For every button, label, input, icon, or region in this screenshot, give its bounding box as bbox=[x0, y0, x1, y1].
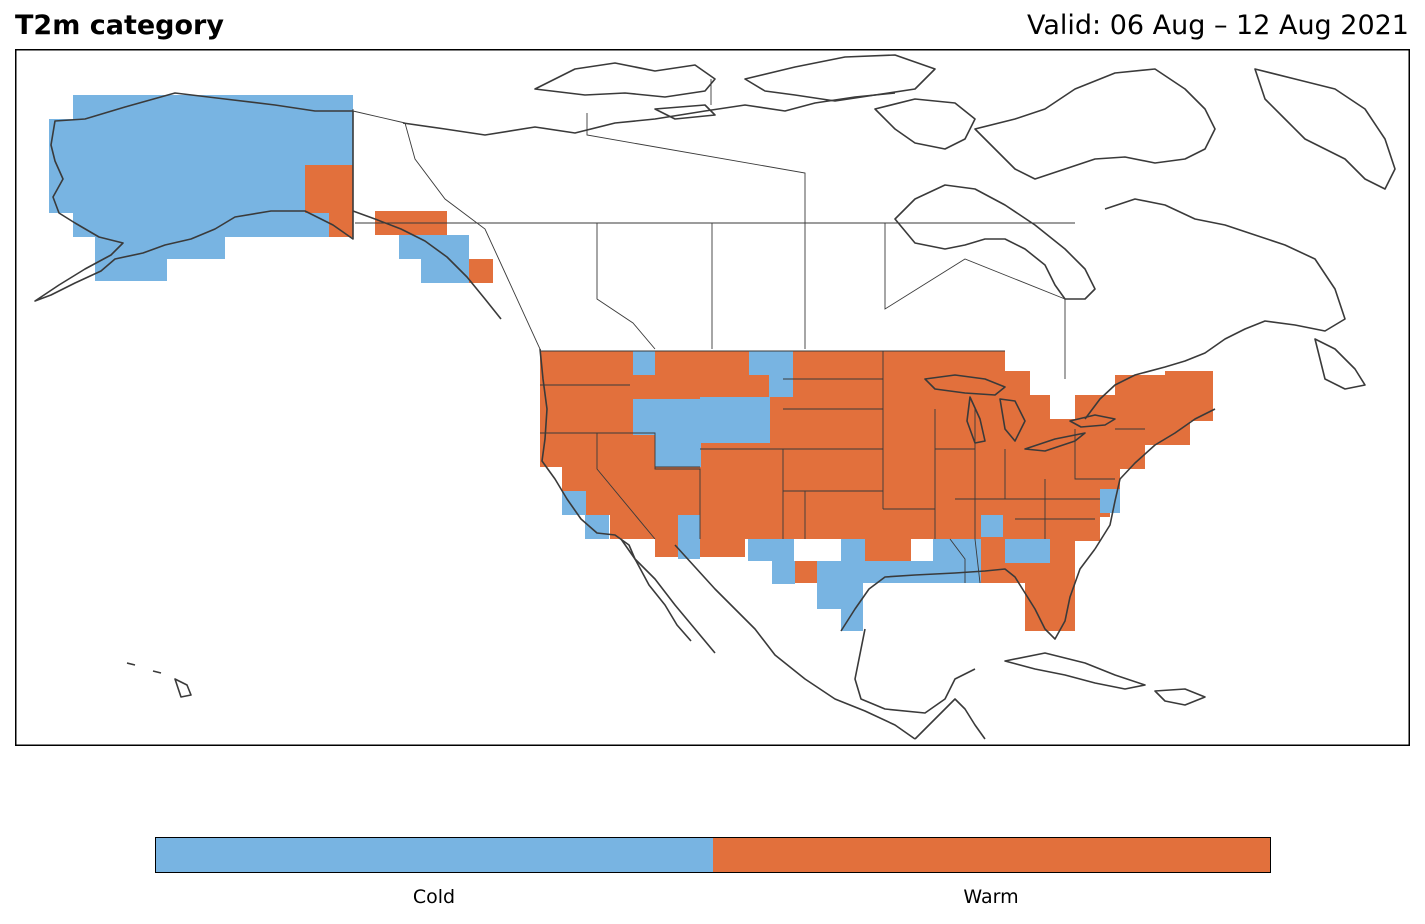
valid-period: Valid: 06 Aug – 12 Aug 2021 bbox=[1026, 10, 1409, 41]
map-title: T2m category bbox=[15, 10, 224, 41]
colorbar-warm-segment bbox=[713, 838, 1270, 872]
cold-cells-alaska bbox=[49, 95, 353, 281]
political-borders bbox=[352, 79, 1145, 584]
colorbar-label-warm: Warm bbox=[963, 886, 1019, 908]
forecast-map bbox=[15, 49, 1410, 746]
cold-cells-conus bbox=[562, 351, 1120, 631]
warm-cells-gulf bbox=[795, 539, 1005, 583]
coastlines bbox=[34, 54, 1396, 740]
colorbar bbox=[155, 837, 1271, 873]
colorbar-cold-segment bbox=[156, 838, 713, 872]
colorbar-label-cold: Cold bbox=[412, 886, 456, 908]
warm-cell-panhandle bbox=[469, 259, 493, 283]
